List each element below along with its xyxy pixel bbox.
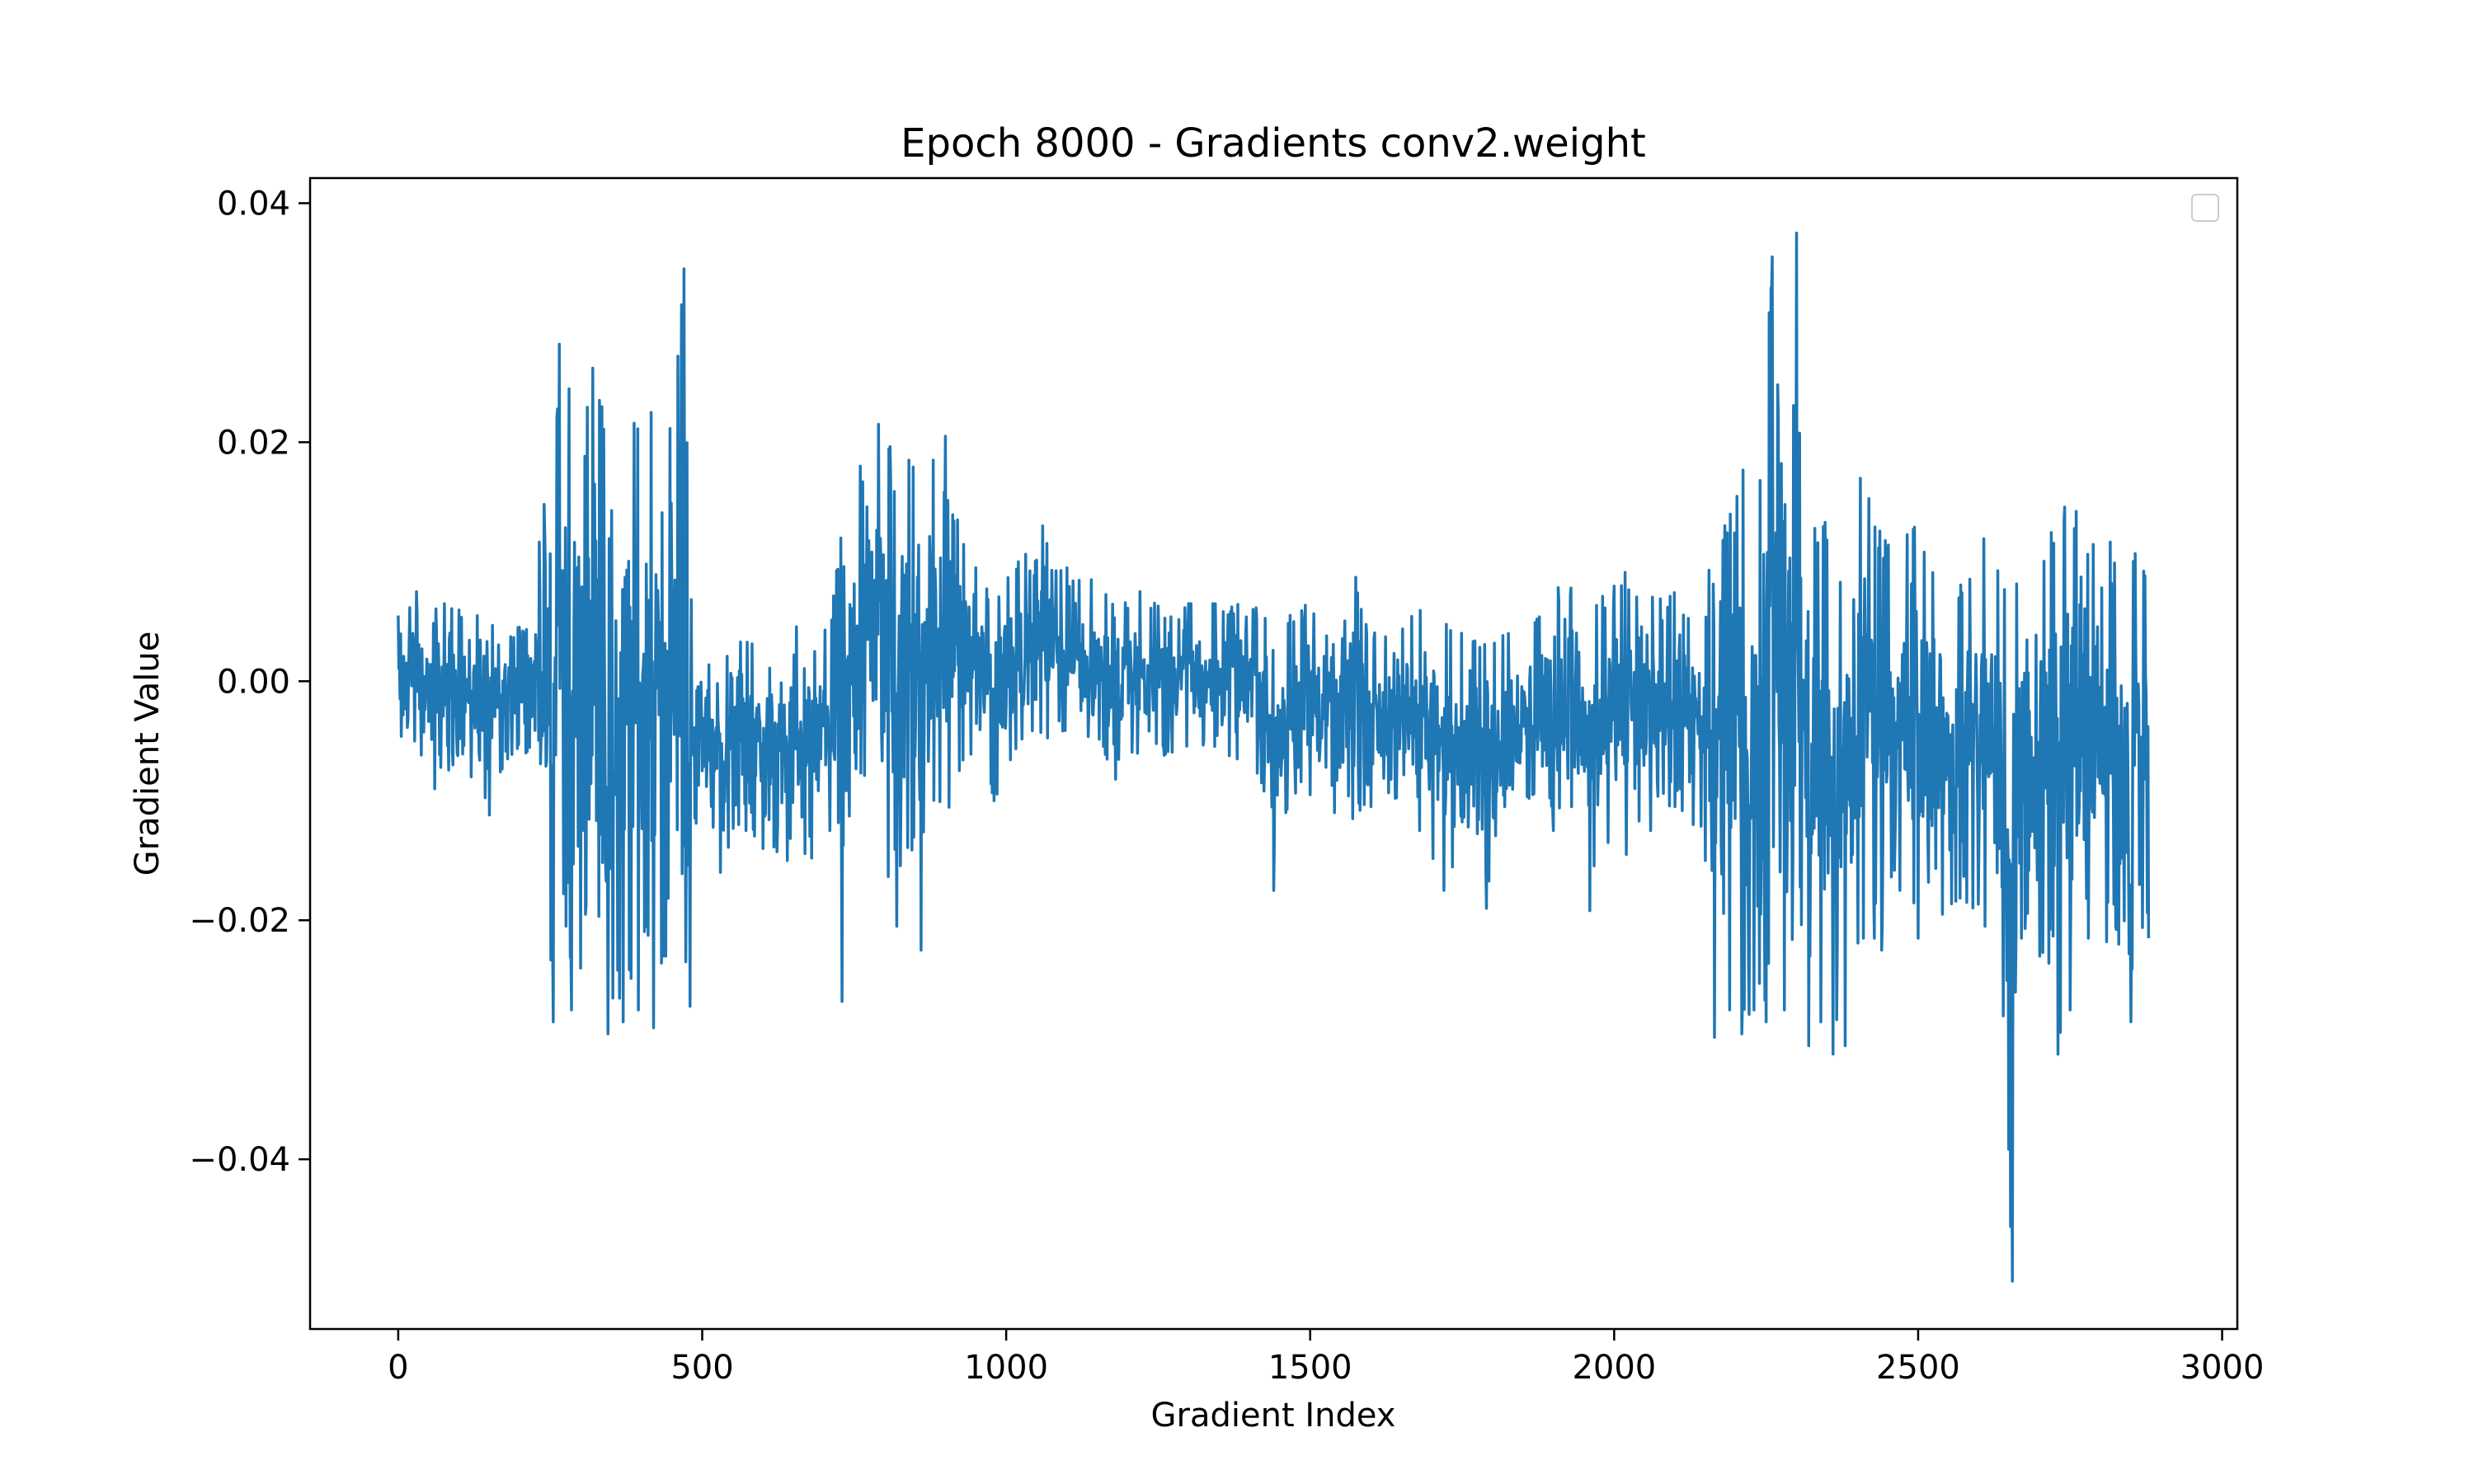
y-tick-label: 0.04 [217,185,290,223]
y-tick-label: −0.02 [189,902,290,940]
y-axis-label: Gradient Value [129,632,167,876]
x-tick-label: 0 [388,1349,408,1387]
x-tick-label: 2000 [1572,1349,1656,1387]
x-axis-label: Gradient Index [1151,1397,1396,1435]
x-tick-label: 3000 [2180,1349,2265,1387]
legend-box [2191,194,2219,222]
y-axis: −0.04 −0.02 0.00 0.02 0.04 [189,185,310,1179]
plot-frame [308,176,2239,1331]
series-layer [397,231,2151,1283]
x-tick-label: 500 [670,1349,733,1387]
y-tick-label: 0.02 [217,424,290,462]
x-axis: 0 500 1000 1500 2000 2500 3000 [388,1329,2264,1387]
y-tick-label: −0.04 [189,1141,290,1179]
gradient-series-line [397,231,2151,1283]
y-tick-label: 0.00 [217,663,290,701]
x-tick-label: 1000 [964,1349,1048,1387]
x-tick-label: 1500 [1268,1349,1352,1387]
x-tick-label: 2500 [1876,1349,1960,1387]
chart-title: Epoch 8000 - Gradients conv2.weight [901,120,1646,167]
